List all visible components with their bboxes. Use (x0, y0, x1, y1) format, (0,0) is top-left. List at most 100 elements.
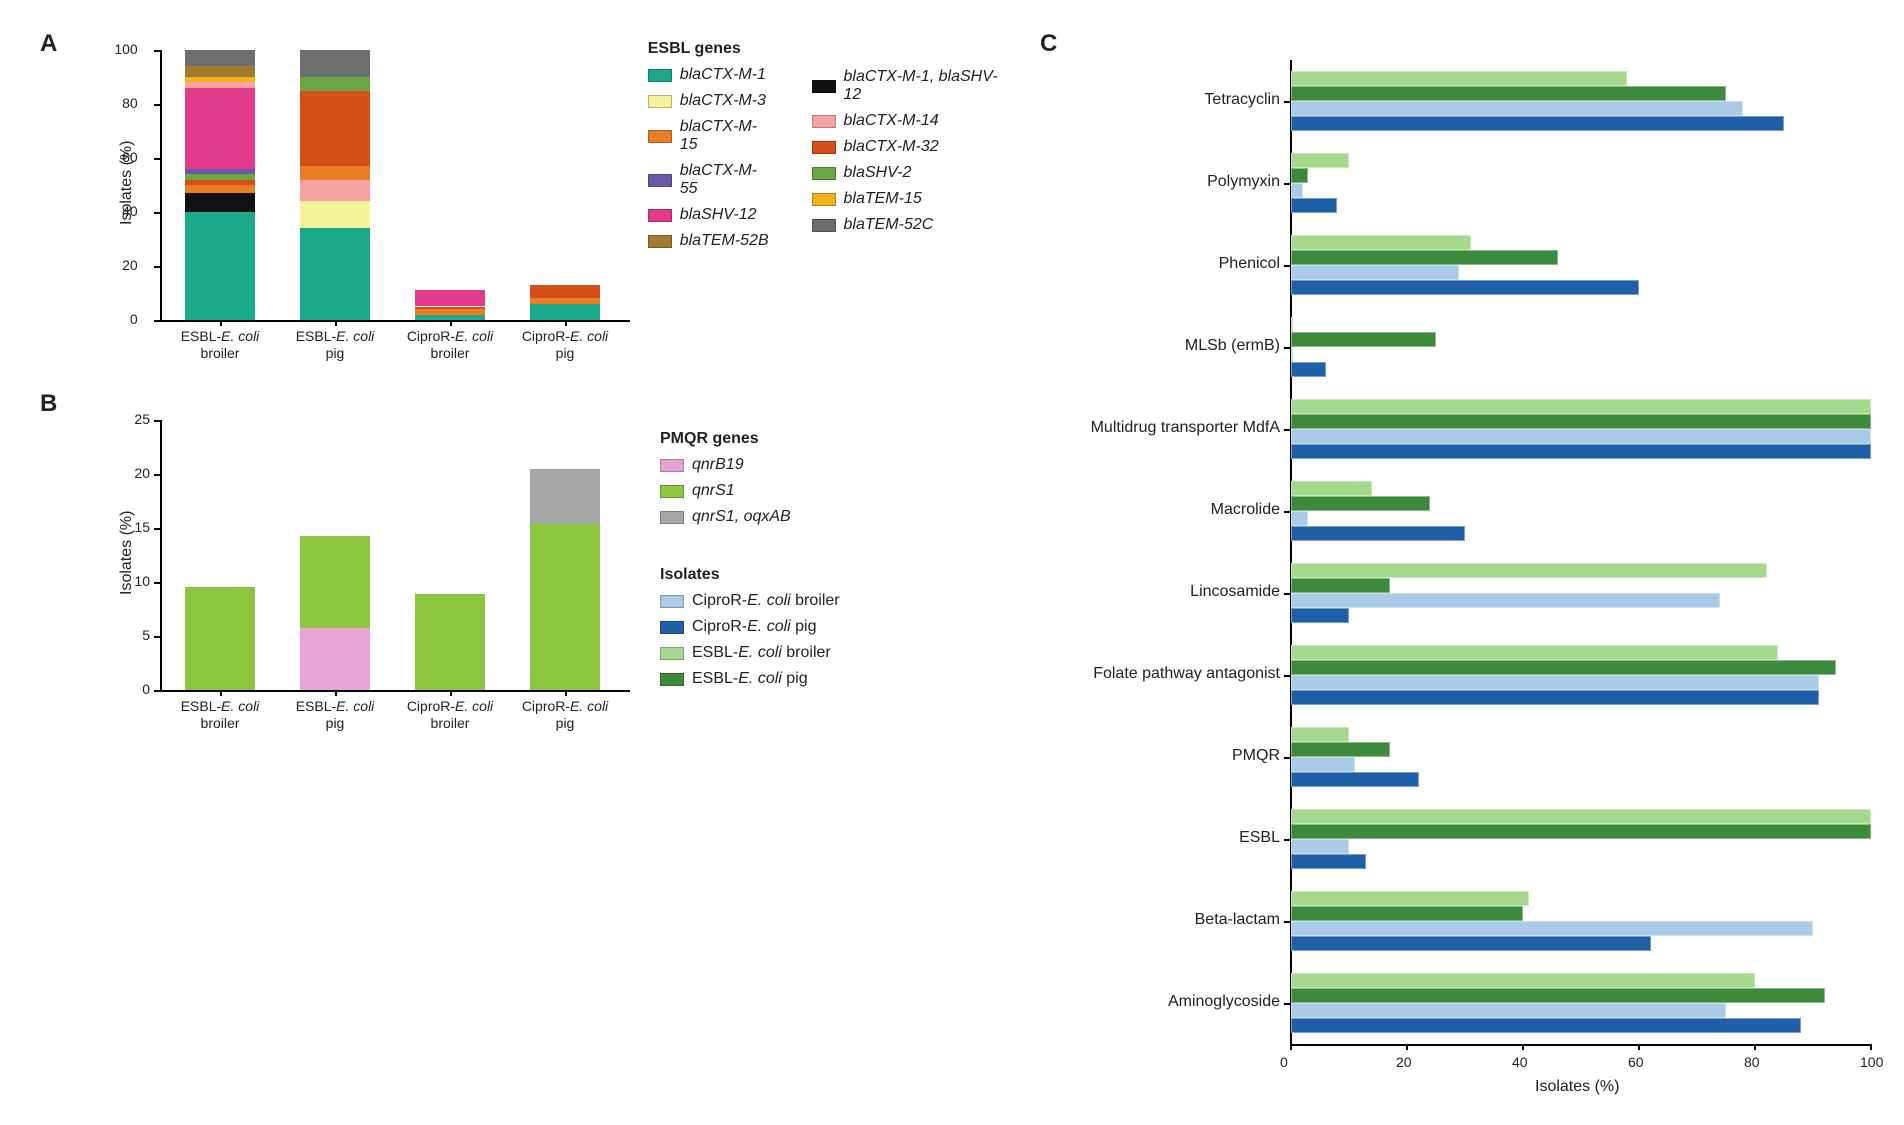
horizontal-bar (1291, 906, 1523, 921)
legend-item: ESBL-E. coli pig (660, 670, 840, 688)
legend-swatch (660, 511, 684, 524)
legend-label: ESBL-E. coli pig (692, 670, 808, 688)
horizontal-bar (1291, 593, 1720, 608)
horizontal-bar (1291, 921, 1813, 936)
legend-item: blaSHV-12 (648, 206, 772, 224)
y-category-label: PMQR (1232, 747, 1280, 765)
horizontal-bar (1291, 250, 1558, 265)
panel-C: C 020406080100Isolates (%)TetracyclinPol… (1040, 30, 1870, 1090)
panel-A: A 020406080100Isolates (%)ESBL-E. colibr… (40, 30, 1010, 370)
legend-label: CiproR-E. coli broiler (692, 592, 840, 610)
horizontal-bar (1291, 608, 1349, 623)
bar-segment (300, 201, 370, 228)
legend-swatch (648, 235, 672, 248)
bar-segment (300, 166, 370, 180)
horizontal-bar (1291, 414, 1871, 429)
legend-label: blaSHV-12 (680, 206, 757, 224)
legend-swatch (648, 95, 672, 108)
horizontal-bar (1291, 757, 1355, 772)
x-category-label: CiproR-E. colibroiler (395, 328, 505, 362)
horizontal-bar (1291, 280, 1639, 295)
y-tick-label: 5 (142, 627, 150, 643)
panel-label-A: A (40, 30, 57, 58)
legend-item: blaTEM-52B (648, 232, 772, 250)
legend-swatch (660, 621, 684, 634)
legend-swatch (812, 219, 836, 232)
x-tick-label: 0 (1280, 1054, 1288, 1070)
horizontal-bar (1291, 1018, 1801, 1033)
legend-swatch (648, 130, 672, 143)
horizontal-bar (1291, 71, 1627, 86)
y-category-label: Folate pathway antagonist (1093, 665, 1280, 683)
legend-label: blaTEM-52B (680, 232, 769, 250)
legend-item: qnrS1 (660, 482, 840, 500)
bar-segment (415, 594, 485, 690)
x-category-label: ESBL-E. colibroiler (165, 698, 275, 732)
isolates-legend-items: CiproR-E. coli broiler CiproR-E. coli pig… (660, 592, 840, 688)
x-tick-label: 60 (1628, 1054, 1644, 1070)
horizontal-bar (1291, 690, 1819, 705)
legend-label: blaTEM-15 (844, 190, 922, 208)
y-tick-label: 25 (134, 411, 150, 427)
x-tick-label: 100 (1860, 1054, 1883, 1070)
legend-label: qnrS1 (692, 482, 735, 500)
y-tick-label: 10 (134, 573, 150, 589)
bar-segment (300, 628, 370, 690)
y-axis-title: Isolates (%) (118, 141, 136, 225)
horizontal-bar (1291, 742, 1390, 757)
legend-swatch (648, 209, 672, 222)
horizontal-bar (1291, 86, 1726, 101)
legend-label: qnrB19 (692, 456, 744, 474)
horizontal-bar (1291, 772, 1419, 787)
legend-item: blaCTX-M-1 (648, 66, 772, 84)
horizontal-bar (1291, 936, 1651, 951)
y-tick-label: 20 (134, 465, 150, 481)
horizontal-bar (1291, 168, 1308, 183)
bar-segment (185, 185, 255, 193)
horizontal-bar (1291, 347, 1293, 362)
panel-A-legend: ESBL genes blaCTX-M-1blaCTX-M-3blaCTX-M-… (648, 40, 1010, 250)
x-tick-label: 20 (1396, 1054, 1412, 1070)
y-category-label: Macrolide (1211, 501, 1280, 519)
horizontal-bar (1291, 332, 1436, 347)
panel-B-legend-items: qnrB19 qnrS1 qnrS1, oqxAB (660, 456, 840, 526)
legend-swatch (812, 80, 836, 93)
panel-C-plot: 020406080100Isolates (%)TetracyclinPolym… (1290, 50, 1870, 1090)
x-category-label: CiproR-E. colibroiler (395, 698, 505, 732)
x-category-label: CiproR-E. colipig (510, 698, 620, 732)
horizontal-bar (1291, 399, 1871, 414)
horizontal-bar (1291, 198, 1337, 213)
bar-segment (185, 193, 255, 212)
legend-swatch (812, 193, 836, 206)
bar-segment (530, 469, 600, 524)
legend-swatch (812, 167, 836, 180)
panel-A-plot: 020406080100Isolates (%)ESBL-E. colibroi… (110, 40, 618, 370)
left-column: A 020406080100Isolates (%)ESBL-E. colibr… (40, 30, 1010, 1090)
figure-grid: A 020406080100Isolates (%)ESBL-E. colibr… (40, 30, 1864, 1090)
legend-item: blaCTX-M-32 (812, 138, 1011, 156)
horizontal-bar (1291, 101, 1743, 116)
horizontal-bar (1291, 988, 1825, 1003)
panel-A-legend-col2: blaCTX-M-1, blaSHV-12blaCTX-M-14blaCTX-M… (812, 68, 1011, 234)
y-tick-label: 80 (122, 95, 138, 111)
horizontal-bar (1291, 660, 1836, 675)
legend-item: qnrS1, oqxAB (660, 508, 840, 526)
legend-title-esbl: ESBL genes (648, 40, 772, 58)
horizontal-bar (1291, 645, 1778, 660)
horizontal-bar (1291, 809, 1871, 824)
legend-item: blaTEM-15 (812, 190, 1011, 208)
horizontal-bar (1291, 675, 1819, 690)
legend-item: blaSHV-2 (812, 164, 1011, 182)
horizontal-bar (1291, 362, 1326, 377)
bar-segment (185, 169, 255, 174)
y-tick-label: 15 (134, 519, 150, 535)
legend-label: CiproR-E. coli pig (692, 618, 817, 636)
bar-segment (300, 180, 370, 202)
panel-B-plot: 0510152025Isolates (%)ESBL-E. colibroile… (110, 410, 630, 740)
x-tick-label: 80 (1744, 1054, 1760, 1070)
bar-segment (300, 91, 370, 167)
bar-segment (530, 304, 600, 320)
bar-segment (185, 180, 255, 185)
bar-segment (300, 77, 370, 91)
x-category-label: ESBL-E. colibroiler (165, 328, 275, 362)
